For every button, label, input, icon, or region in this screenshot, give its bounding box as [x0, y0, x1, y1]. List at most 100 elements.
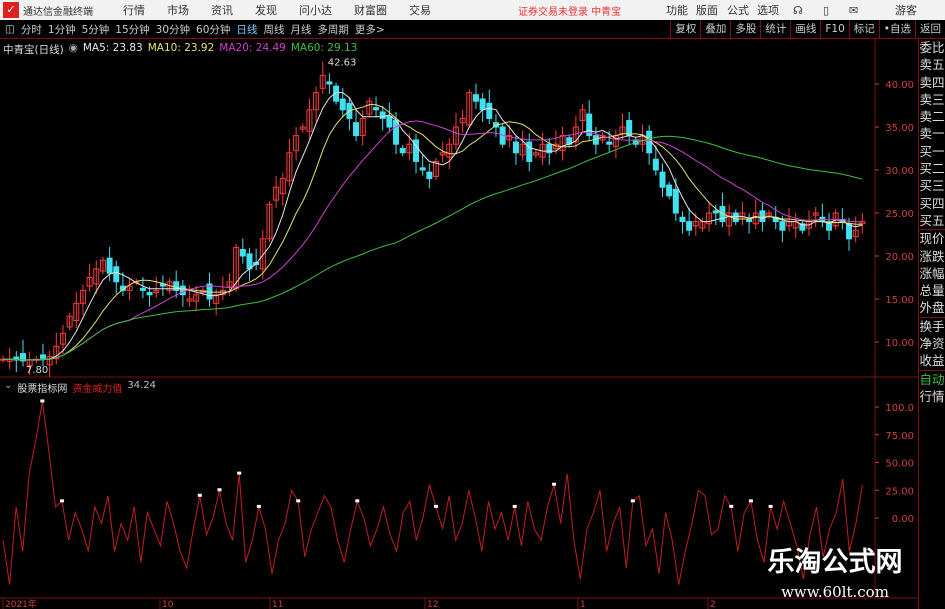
back-button[interactable]: 返回	[915, 20, 945, 39]
mark-button[interactable]: 标记	[848, 20, 879, 39]
period-tab[interactable]: 多周期	[317, 23, 349, 36]
candle-body	[759, 210, 766, 223]
indicator-header: ⌄ 股票指标网 资金威力值 34.24	[4, 380, 156, 395]
candle-body	[826, 221, 833, 231]
stock-title: 中青宝(日线)	[3, 44, 64, 56]
period-tab[interactable]: 分时	[20, 23, 42, 36]
candle-body	[579, 109, 586, 122]
menu-trade[interactable]: 交易	[409, 4, 431, 17]
candle-body	[466, 92, 473, 126]
menu-ask[interactable]: 问小达	[299, 4, 332, 17]
restore-rights-button[interactable]: 复权	[670, 20, 700, 39]
candle-body	[626, 120, 633, 137]
login-warning[interactable]: 证券交易未登录 中青宝	[518, 6, 622, 18]
date-label: 2	[710, 600, 716, 609]
side-item[interactable]: 买五	[919, 212, 945, 228]
menu-quotes[interactable]: 行情	[123, 4, 145, 17]
side-item[interactable]: 买四	[919, 195, 945, 211]
candle-body	[93, 268, 100, 285]
toolbar-toggle-icon[interactable]: ◫	[5, 23, 15, 35]
menu-options[interactable]: 选项	[757, 4, 779, 17]
side-item[interactable]: 买二	[919, 161, 945, 177]
watermark: 乐淘公式网 www.60lt.com	[745, 540, 925, 601]
side-item[interactable]: 买一	[919, 143, 945, 159]
side-item[interactable]: 自动	[919, 369, 945, 387]
period-tab[interactable]: 5分钟	[81, 23, 110, 36]
ma60-value: MA60: 29.13	[290, 42, 358, 54]
side-item[interactable]: 外盘	[919, 300, 945, 316]
phone-icon[interactable]: ▯	[823, 3, 830, 17]
side-item[interactable]: 委比	[919, 40, 945, 55]
candle-body	[273, 186, 280, 201]
indicator-menu-icon[interactable]: ⌄	[4, 380, 13, 391]
multi-stock-button[interactable]: 多股	[730, 20, 760, 39]
f10-button[interactable]: F10	[820, 20, 848, 39]
side-item[interactable]: 净资	[919, 336, 945, 352]
candle-body	[506, 135, 513, 141]
indicator-marker	[512, 504, 517, 508]
message-icon[interactable]: ✉	[849, 3, 859, 17]
candle-body	[532, 152, 539, 156]
candle-body	[46, 356, 53, 366]
candle-body	[279, 178, 286, 195]
menu-discover[interactable]: 发现	[255, 4, 277, 17]
add-watchlist-button[interactable]: •自选	[878, 20, 915, 39]
candle-body	[706, 212, 713, 225]
period-tab[interactable]: 15分钟	[115, 23, 150, 36]
candle-body	[366, 100, 373, 115]
period-tab[interactable]: 60分钟	[196, 23, 231, 36]
side-item[interactable]: 卖三	[919, 91, 945, 107]
service-icon[interactable]: ☊	[793, 3, 803, 17]
menu-wealth[interactable]: 财富圈	[354, 4, 387, 17]
side-item[interactable]: 卖二	[919, 109, 945, 125]
menu-news[interactable]: 资讯	[211, 4, 233, 17]
settings-icon[interactable]: ◉	[68, 42, 78, 54]
menu-market[interactable]: 市场	[167, 4, 189, 17]
date-label: 10	[162, 600, 174, 609]
side-item[interactable]: 换手	[919, 316, 945, 334]
candle-body	[239, 249, 246, 257]
date-label: 12	[427, 600, 438, 609]
candle-body	[359, 117, 366, 137]
side-item[interactable]: 卖一	[919, 126, 945, 142]
period-tab[interactable]: 1分钟	[47, 23, 76, 36]
side-item[interactable]: 卖四	[919, 74, 945, 90]
side-item[interactable]: 行情	[919, 388, 945, 404]
more-periods[interactable]: 更多>	[354, 23, 385, 36]
indicator-name[interactable]: 资金威力值	[72, 384, 123, 395]
side-item[interactable]: 买三	[919, 178, 945, 194]
side-item[interactable]: 收益	[919, 353, 945, 369]
candle-body	[259, 238, 266, 270]
indicator-tick-label: 75.00	[885, 431, 914, 442]
side-item[interactable]: 卖五	[919, 57, 945, 73]
guest-label[interactable]: 游客	[895, 4, 917, 17]
overlay-button[interactable]: 叠加	[700, 20, 730, 39]
candle-body	[413, 139, 420, 162]
side-item[interactable]: 现价	[919, 229, 945, 247]
indicator-line	[2, 401, 863, 585]
candle-body	[313, 92, 320, 111]
menu-layout[interactable]: 版面	[696, 4, 718, 17]
period-tab-daily[interactable]: 日线	[236, 23, 258, 36]
side-item[interactable]: 涨跌	[919, 248, 945, 264]
candle-body	[59, 332, 66, 345]
side-item[interactable]: 涨幅	[919, 265, 945, 281]
indicator-tick-label: 25.00	[885, 486, 914, 497]
period-tab[interactable]: 周线	[263, 23, 285, 36]
menu-function[interactable]: 功能	[666, 4, 688, 17]
indicator-marker	[355, 499, 360, 503]
period-tab[interactable]: 月线	[290, 23, 312, 36]
price-tick-label: 20.00	[885, 252, 914, 263]
ma5-line	[3, 92, 863, 361]
draw-line-button[interactable]: 画线	[790, 20, 820, 39]
indicator-marker	[296, 499, 301, 503]
stats-button[interactable]: 统计	[760, 20, 790, 39]
period-tab[interactable]: 30分钟	[155, 23, 191, 36]
candle-body	[353, 122, 360, 137]
menu-formula[interactable]: 公式	[727, 4, 749, 17]
side-item[interactable]: 总量	[919, 283, 945, 299]
candle-body	[373, 107, 380, 111]
candle-body	[519, 143, 526, 156]
kline-chart[interactable]: 40.0035.0030.0025.0020.0015.0010.00100.0…	[0, 0, 918, 609]
candle-body	[266, 203, 273, 240]
